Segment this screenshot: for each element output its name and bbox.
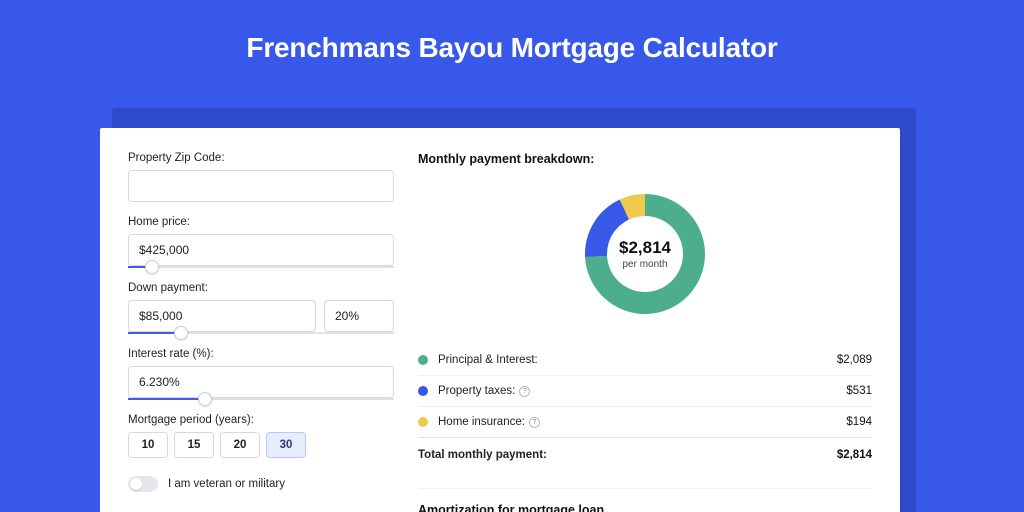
price-slider[interactable] <box>128 266 394 268</box>
donut-amount: $2,814 <box>619 238 671 258</box>
down-input[interactable] <box>128 300 316 332</box>
zip-input[interactable] <box>128 170 394 202</box>
legend-swatch <box>418 417 428 427</box>
legend: Principal & Interest: $2,089 Property taxe… <box>418 344 872 470</box>
legend-row: Home insurance:?$194 <box>418 406 872 437</box>
form-panel: Property Zip Code: Home price: Down paym… <box>128 152 394 512</box>
down-label: Down payment: <box>128 282 394 294</box>
period-30[interactable]: 30 <box>266 432 306 458</box>
total-label: Total monthly payment: <box>418 449 837 461</box>
card-inner: Property Zip Code: Home price: Down paym… <box>100 128 900 512</box>
zip-label: Property Zip Code: <box>128 152 394 164</box>
down-slider[interactable] <box>128 332 394 334</box>
breakdown-panel: Monthly payment breakdown: $2,814 per mo… <box>418 152 872 512</box>
price-label: Home price: <box>128 216 394 228</box>
legend-label-text: Property taxes: <box>438 385 515 397</box>
down-row <box>128 300 394 332</box>
field-down: Down payment: <box>128 282 394 334</box>
legend-value: $531 <box>846 385 872 397</box>
amort-title: Amortization for mortgage loan <box>418 503 872 512</box>
legend-swatch <box>418 355 428 365</box>
period-label: Mortgage period (years): <box>128 414 394 426</box>
down-pct-input[interactable] <box>324 300 394 332</box>
amort-section: Amortization for mortgage loan Amortizat… <box>418 488 872 512</box>
info-icon[interactable]: ? <box>519 386 530 397</box>
period-10[interactable]: 10 <box>128 432 168 458</box>
down-slider-thumb[interactable] <box>174 326 188 340</box>
legend-label-text: Principal & Interest: <box>438 354 538 366</box>
veteran-label: I am veteran or military <box>168 478 285 490</box>
field-rate: Interest rate (%): <box>128 348 394 400</box>
rate-slider[interactable] <box>128 398 394 400</box>
legend-total-row: Total monthly payment:$2,814 <box>418 437 872 470</box>
donut-chart: $2,814 per month <box>575 184 715 324</box>
veteran-toggle-knob <box>130 478 142 490</box>
total-value: $2,814 <box>837 449 872 461</box>
donut-center: $2,814 per month <box>619 238 671 270</box>
calculator-card: Property Zip Code: Home price: Down paym… <box>100 128 900 512</box>
legend-row: Principal & Interest: $2,089 <box>418 344 872 375</box>
rate-input[interactable] <box>128 366 394 398</box>
donut-sub: per month <box>619 259 671 270</box>
breakdown-title: Monthly payment breakdown: <box>418 152 872 166</box>
legend-label: Property taxes:? <box>438 385 846 397</box>
price-slider-thumb[interactable] <box>145 260 159 274</box>
legend-value: $194 <box>846 416 872 428</box>
donut-wrap: $2,814 per month <box>418 176 872 338</box>
legend-label-text: Home insurance: <box>438 416 525 428</box>
field-period: Mortgage period (years): 10152030 <box>128 414 394 458</box>
page-root: Frenchmans Bayou Mortgage Calculator Pro… <box>0 0 1024 512</box>
legend-label: Home insurance:? <box>438 416 846 428</box>
period-20[interactable]: 20 <box>220 432 260 458</box>
page-title: Frenchmans Bayou Mortgage Calculator <box>0 0 1024 82</box>
rate-label: Interest rate (%): <box>128 348 394 360</box>
veteran-toggle[interactable] <box>128 476 158 492</box>
legend-swatch <box>418 386 428 396</box>
legend-row: Property taxes:?$531 <box>418 375 872 406</box>
info-icon[interactable]: ? <box>529 417 540 428</box>
legend-label: Principal & Interest: <box>438 354 837 366</box>
rate-slider-fill <box>128 398 205 400</box>
period-options: 10152030 <box>128 432 394 458</box>
veteran-row: I am veteran or military <box>128 476 394 492</box>
legend-value: $2,089 <box>837 354 872 366</box>
price-input[interactable] <box>128 234 394 266</box>
field-zip: Property Zip Code: <box>128 152 394 202</box>
period-15[interactable]: 15 <box>174 432 214 458</box>
rate-slider-thumb[interactable] <box>198 392 212 406</box>
field-price: Home price: <box>128 216 394 268</box>
